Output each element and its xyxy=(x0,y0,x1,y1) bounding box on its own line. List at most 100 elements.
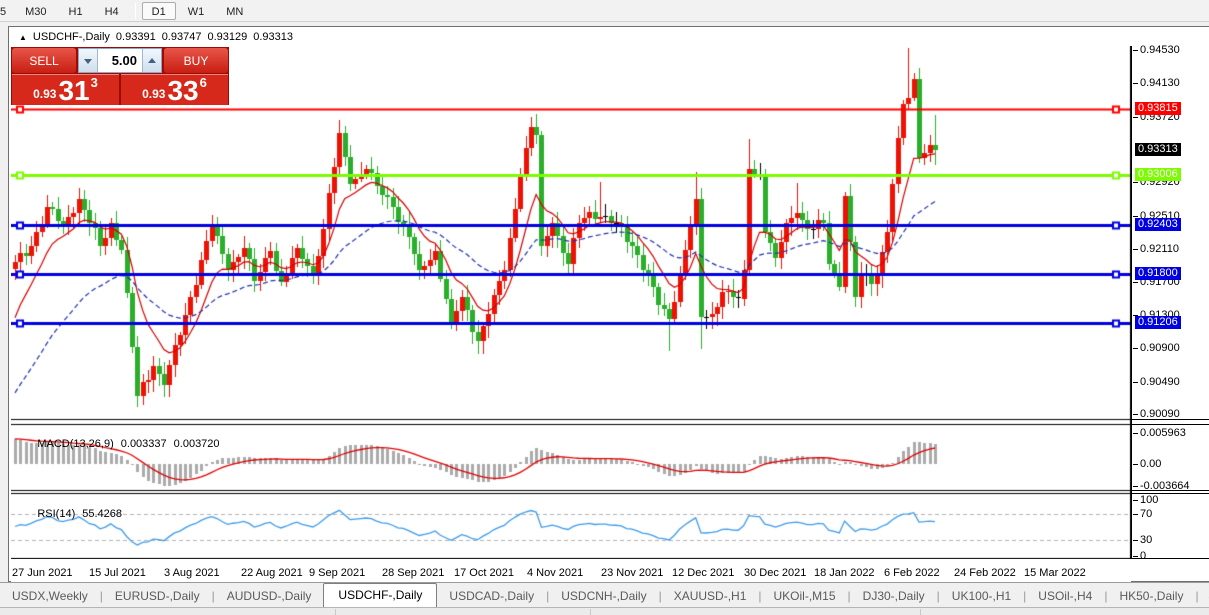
date-tick-label: 24 Feb 2022 xyxy=(954,567,1016,579)
date-tick-label: 28 Sep 2021 xyxy=(382,567,445,579)
tab-separator: | xyxy=(1104,589,1108,603)
tab-separator: | xyxy=(936,589,940,603)
price-scale-tick: 100 xyxy=(1132,494,1159,506)
current-price-badge: 0.93313 xyxy=(1135,143,1181,157)
timeframe-button-w1[interactable]: W1 xyxy=(187,5,205,18)
chart-tab-usoil-h4[interactable]: USOil-,H4 xyxy=(1038,589,1093,603)
price-scale-tick: -0.003664 xyxy=(1133,480,1190,492)
chart-tab-ukoil-m15[interactable]: UKOil-,M15 xyxy=(773,589,836,603)
tab-separator: | xyxy=(99,589,103,603)
timeframe-button-mn[interactable]: MN xyxy=(226,5,244,18)
chart-tab-eurusd-daily[interactable]: EURUSD-,Daily xyxy=(114,589,200,603)
toolbar-separator xyxy=(134,2,136,19)
timeframe-button-h1[interactable]: H1 xyxy=(68,5,83,18)
price-chart-canvas[interactable] xyxy=(11,46,1131,559)
chart-tab-usdchf-daily[interactable]: USDCHF-,Daily xyxy=(323,583,438,607)
price-scale-tick: 70 xyxy=(1132,507,1153,520)
volume-decrease-button[interactable] xyxy=(79,49,98,72)
date-tick-label: 4 Nov 2021 xyxy=(527,567,584,579)
date-tick-label: 3 Aug 2021 xyxy=(164,567,220,579)
volume-increase-button[interactable] xyxy=(142,49,161,72)
triangle-up-icon xyxy=(148,57,156,63)
tab-separator: | xyxy=(211,589,215,603)
timeframe-button-5[interactable]: 5 xyxy=(0,5,7,18)
tab-separator: | xyxy=(1023,589,1027,603)
sell-button[interactable]: SELL xyxy=(12,48,76,73)
price-scale-tick: 0.90490 xyxy=(1133,375,1180,388)
macd-label: MACD(13,26,9) 0.003337 0.003720 xyxy=(37,438,220,450)
price-scale-tick: 30 xyxy=(1132,533,1153,546)
level-price-badge: 0.93815 xyxy=(1135,101,1181,115)
tab-scroll-arrows[interactable]: ◂ ▸ xyxy=(1205,588,1209,607)
ohlc-open: 0.93391 xyxy=(115,31,156,43)
chart-tab-usdcnh-daily[interactable]: USDCNH-,Daily xyxy=(561,589,647,603)
price-scale-tick: 0.00 xyxy=(1132,458,1162,470)
buy-price-display[interactable]: 0.93 33 6 xyxy=(121,74,228,105)
timeframe-button-h4[interactable]: H4 xyxy=(104,5,119,18)
date-tick-label: 6 Feb 2022 xyxy=(884,567,940,579)
timeframe-button-m30[interactable]: M30 xyxy=(25,5,47,18)
sell-price-prefix: 0.93 xyxy=(33,87,57,101)
date-tick-label: 15 Mar 2022 xyxy=(1024,567,1086,579)
collapse-triangle-icon[interactable]: ▲ xyxy=(19,32,27,42)
buy-price-prefix: 0.93 xyxy=(142,87,166,101)
date-tick-label: 22 Aug 2021 xyxy=(241,567,303,579)
one-click-trading-panel: SELL 5.00 BUY 0.93 31 3 0.93 33 6 xyxy=(11,47,229,105)
chart-tab-audusd-daily[interactable]: AUDUSD-,Daily xyxy=(226,589,312,603)
chart-tab-uk100-h1[interactable]: UK100-,H1 xyxy=(951,589,1012,603)
tab-separator: | xyxy=(546,589,550,603)
buy-price-big-digits: 33 xyxy=(167,75,199,106)
ohlc-high: 0.93747 xyxy=(161,31,202,43)
volume-input[interactable]: 5.00 xyxy=(98,49,142,72)
ohlc-close: 0.93313 xyxy=(253,31,293,43)
price-scale-tick: 0.90090 xyxy=(1133,408,1180,421)
pane-divider[interactable] xyxy=(1132,558,1209,559)
date-tick-label: 23 Nov 2021 xyxy=(601,567,664,579)
chart-symbol-period: USDCHF-,Daily xyxy=(32,31,110,43)
timeframe-toolbar: 5 M30 H1 H4 D1 W1 MN xyxy=(0,0,1209,22)
chart-title: ▲ USDCHF-,Daily 0.93391 0.93747 0.93129 … xyxy=(11,29,299,45)
price-scale-tick: 0.90900 xyxy=(1133,342,1180,355)
pane-divider[interactable] xyxy=(1132,424,1209,425)
sell-price-pipette: 3 xyxy=(90,75,98,90)
level-price-badge: 0.92403 xyxy=(1135,217,1181,231)
pane-divider[interactable] xyxy=(1132,490,1209,491)
level-price-badge: 0.93006 xyxy=(1135,168,1181,182)
tab-separator: | xyxy=(658,589,662,603)
chart-tab-usdx-weekly[interactable]: USDX,Weekly xyxy=(12,589,88,603)
time-scale[interactable]: 27 Jun 2021 15 Jul 2021 3 Aug 2021 22 Aug 2… xyxy=(11,559,1131,583)
date-tick-label: 27 Jun 2021 xyxy=(12,567,73,579)
buy-button[interactable]: BUY xyxy=(164,48,228,73)
price-scale[interactable]: 0.94530 0.94130 0.93720 0.92920 0.92510 0.921… xyxy=(1131,44,1209,562)
tab-separator: | xyxy=(847,589,851,603)
date-tick-label: 17 Oct 2021 xyxy=(454,567,514,579)
chart-tab-usdcad-daily[interactable]: USDCAD-,Daily xyxy=(449,589,535,603)
date-tick-label: 15 Jul 2021 xyxy=(89,567,146,579)
chart-tab-hk50-daily[interactable]: HK50-,Daily xyxy=(1119,589,1184,603)
chart-tab-dj30-daily[interactable]: DJ30-,Daily xyxy=(862,589,925,603)
pane-divider[interactable] xyxy=(1132,493,1209,494)
tab-separator: | xyxy=(758,589,762,603)
price-scale-tick: 0.92110 xyxy=(1133,242,1179,255)
triangle-down-icon xyxy=(84,58,92,64)
price-scale-tick: 0.94130 xyxy=(1133,77,1180,90)
tab-separator: | xyxy=(1195,589,1199,603)
sell-price-display[interactable]: 0.93 31 3 xyxy=(12,74,119,105)
price-scale-tick: 0 xyxy=(1132,550,1147,562)
level-price-badge: 0.91800 xyxy=(1135,267,1181,281)
ohlc-low: 0.93129 xyxy=(207,31,248,43)
rsi-label: RSI(14) 55.4268 xyxy=(37,508,123,520)
timeframe-button-d1[interactable]: D1 xyxy=(141,1,176,20)
date-tick-label: 18 Jan 2022 xyxy=(814,567,875,579)
pane-divider[interactable] xyxy=(1132,419,1209,420)
price-scale-tick: 0.94530 xyxy=(1133,44,1180,57)
level-price-badge: 0.91206 xyxy=(1135,315,1181,329)
chart-window: ▲ USDCHF-,Daily 0.93391 0.93747 0.93129 … xyxy=(8,26,1209,583)
date-tick-label: 9 Sep 2021 xyxy=(309,567,366,579)
price-scale-tick: 0.005963 xyxy=(1133,427,1186,439)
bottom-strip xyxy=(0,607,1209,615)
buy-price-pipette: 6 xyxy=(199,75,207,90)
date-tick-label: 12 Dec 2021 xyxy=(672,567,735,579)
chart-tab-xauusd-h1[interactable]: XAUUSD-,H1 xyxy=(673,589,747,603)
